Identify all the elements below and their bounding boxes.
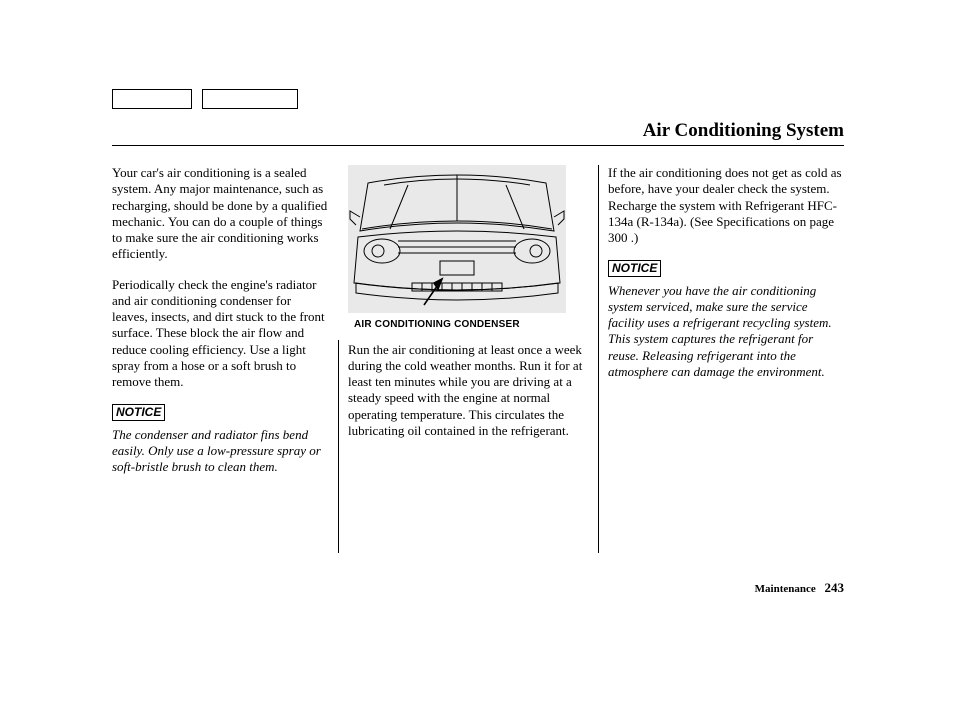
car-front-illustration-icon: [348, 165, 566, 313]
col1-para2: Periodically check the engine's radiator…: [112, 277, 328, 391]
footer-page-number: 243: [825, 580, 845, 595]
nav-placeholder-boxes: [112, 89, 298, 109]
column-divider-2: [598, 165, 599, 553]
col3-para1: If the air conditioning does not get as …: [608, 165, 844, 246]
content-columns: Your car's air conditioning is a sealed …: [112, 165, 844, 475]
column-divider-1: [338, 340, 339, 553]
manual-page: Air Conditioning System Your car's air c…: [0, 0, 954, 710]
footer-section-label: Maintenance: [755, 583, 816, 595]
col1-notice-text: The condenser and radiator fins bend eas…: [112, 427, 328, 476]
page-title: Air Conditioning System: [643, 120, 844, 142]
col1-para1: Your car's air conditioning is a sealed …: [112, 165, 328, 263]
column-2: AIR CONDITIONING CONDENSER Run the air c…: [348, 165, 588, 475]
nav-box-1: [112, 89, 192, 109]
nav-box-2: [202, 89, 298, 109]
figure-caption: AIR CONDITIONING CONDENSER: [354, 319, 588, 332]
col2-para1: Run the air conditioning at least once a…: [348, 342, 588, 440]
column-1: Your car's air conditioning is a sealed …: [112, 165, 328, 475]
page-footer: Maintenance 243: [755, 580, 844, 596]
column-3: If the air conditioning does not get as …: [608, 165, 844, 475]
notice-badge: NOTICE: [112, 404, 165, 420]
notice-badge: NOTICE: [608, 260, 661, 276]
col3-notice-text: Whenever you have the air conditioning s…: [608, 283, 844, 381]
title-rule: [112, 145, 844, 146]
condenser-figure: [348, 165, 566, 313]
